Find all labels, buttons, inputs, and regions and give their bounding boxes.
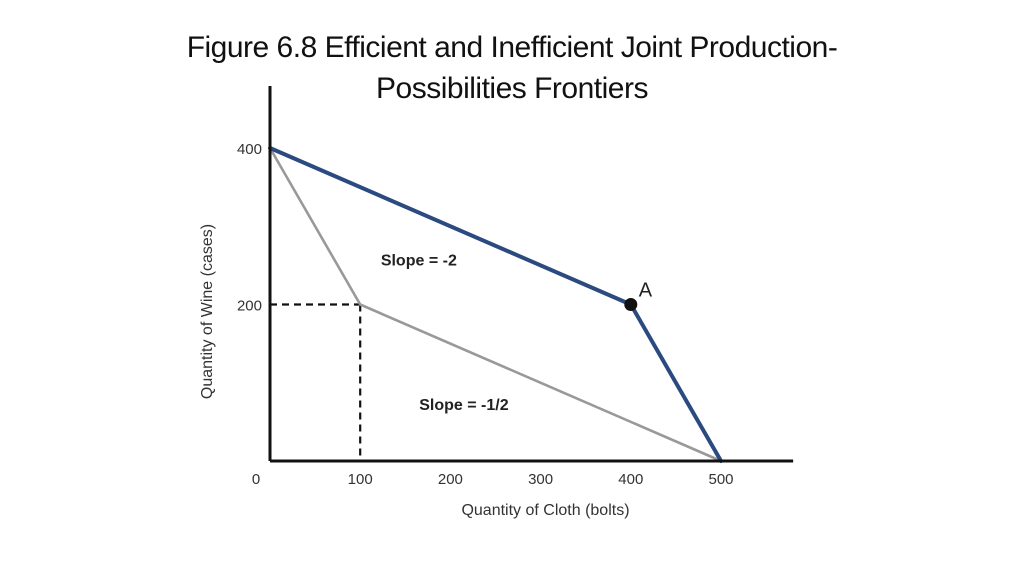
x-tick-label: 200	[438, 471, 463, 488]
y-axis-label: Quantity of Wine (cases)	[199, 224, 216, 399]
slide-title-line-1: Figure 6.8 Efficient and Inefficient Joi…	[186, 31, 838, 64]
y-tick-label: 400	[237, 141, 262, 158]
x-tick-label: 400	[618, 471, 643, 488]
x-tick-label: 500	[708, 471, 733, 488]
x-tick-label: 100	[348, 471, 373, 488]
x-tick-label: 300	[528, 471, 553, 488]
point-a-label: A	[639, 280, 653, 302]
slide-title-line-2: Possibilities Frontiers	[376, 71, 648, 105]
x-tick-label: 0	[252, 471, 260, 488]
slope-annotation: Slope = -2	[381, 252, 457, 269]
inefficient-frontier-line	[268, 146, 723, 463]
slope-annotation: Slope = -1/2	[419, 397, 508, 414]
point-a-marker	[624, 298, 638, 311]
x-axis-label: Quantity of Cloth (bolts)	[461, 502, 629, 519]
slide-title: Figure 6.8 Efficient and Inefficient Joi…	[0, 28, 1024, 109]
y-tick-label: 200	[237, 298, 262, 315]
